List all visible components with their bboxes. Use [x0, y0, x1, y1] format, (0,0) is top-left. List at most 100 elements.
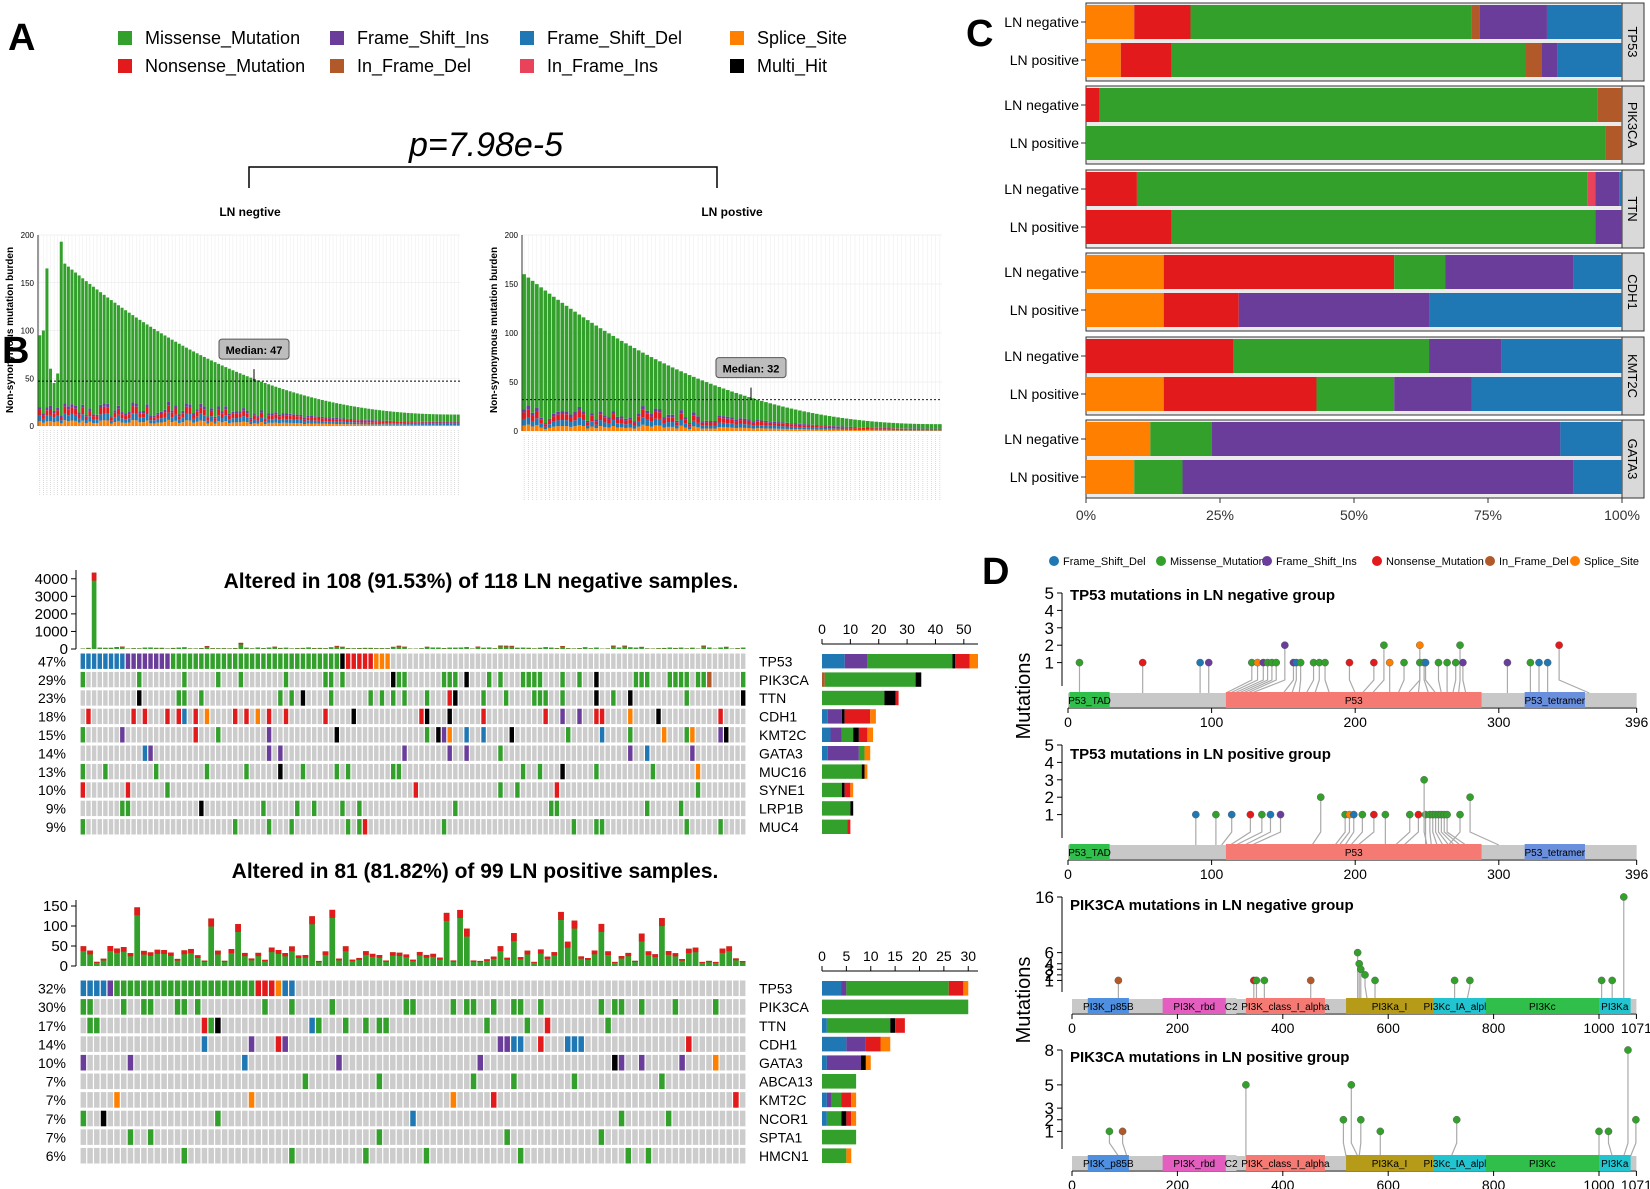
onco-cell	[531, 1147, 537, 1164]
onco-cell	[302, 1073, 309, 1090]
onco-cell	[520, 671, 526, 688]
onco-cell	[515, 800, 520, 817]
onco-cell	[159, 800, 165, 817]
onco-cell	[639, 763, 644, 780]
onco-cell	[645, 653, 650, 669]
onco-cell	[659, 1147, 665, 1164]
onco-cell	[625, 1073, 632, 1090]
burden-bar	[231, 418, 235, 423]
burden-bar	[124, 419, 128, 423]
onco-cell	[588, 671, 594, 688]
burden-bar	[317, 423, 321, 426]
onco-cell	[436, 708, 441, 725]
lollipop-x-tick-label: 600	[1377, 1020, 1401, 1036]
onco-cell	[100, 999, 107, 1015]
onco-cell	[578, 1110, 584, 1127]
lollipop-head	[1459, 658, 1467, 667]
burden-bar	[167, 412, 171, 420]
burden-bar	[933, 428, 938, 430]
onco-cell	[645, 1036, 652, 1052]
onco-cell	[275, 1017, 282, 1034]
gene-count-bar	[895, 1018, 905, 1033]
burden-bar	[607, 419, 611, 424]
onco-cell	[558, 980, 564, 997]
lollipop-x-tick-label: 100	[1200, 866, 1224, 882]
onco-cell	[181, 999, 188, 1015]
burden-bar	[59, 415, 63, 417]
burden-bar	[535, 425, 539, 431]
onco-cell	[578, 1073, 584, 1090]
onco-cell	[457, 980, 463, 997]
burden-bar	[220, 418, 224, 423]
onco-cell	[582, 782, 588, 798]
lollipop-head	[1349, 810, 1358, 819]
burden-bar	[231, 411, 235, 414]
burden-bar	[564, 411, 569, 415]
onco-cell	[403, 1036, 410, 1052]
y-tick-label: 200	[21, 231, 35, 240]
onco-cell	[413, 745, 419, 761]
onco-cell	[549, 800, 554, 817]
onco-cell	[701, 727, 706, 743]
onco-cell	[289, 1092, 295, 1108]
onco-cell	[317, 708, 323, 725]
domain-label: PI3K_class_I_alpha	[1241, 1159, 1330, 1170]
burden-bar	[806, 412, 811, 425]
onco-cell	[419, 745, 424, 761]
burden-bar	[356, 424, 360, 426]
onco-cell	[481, 800, 486, 817]
onco-cell	[679, 1147, 685, 1164]
onco-cell	[718, 671, 723, 688]
proportion-segment	[1086, 88, 1100, 122]
onco-cell	[622, 708, 627, 725]
proportion-segment	[1316, 377, 1395, 411]
onco-cell	[227, 782, 232, 798]
tmb-bar	[706, 647, 712, 649]
onco-cell	[235, 1092, 241, 1108]
burden-bar	[721, 388, 726, 417]
burden-bar	[844, 428, 849, 430]
onco-cell	[436, 763, 441, 780]
burden-bar	[66, 415, 70, 422]
onco-cell	[526, 690, 531, 706]
onco-cell	[86, 690, 91, 706]
burden-bar	[378, 422, 382, 425]
lollipop-head	[1414, 810, 1423, 819]
onco-cell	[242, 1129, 248, 1145]
onco-cell	[278, 671, 283, 688]
tmb-bar-top	[498, 645, 503, 647]
onco-cell	[484, 1147, 490, 1164]
onco-cell	[334, 690, 340, 706]
tmb-bar	[578, 956, 585, 966]
onco-cell	[351, 653, 356, 669]
onco-cell	[168, 1147, 174, 1164]
burden-bar	[810, 424, 815, 426]
burden-bar	[925, 424, 929, 429]
onco-cell	[194, 1073, 201, 1090]
onco-cell	[227, 819, 232, 835]
burden-bar	[202, 356, 206, 407]
onco-cell	[363, 999, 369, 1015]
burden-bar	[188, 407, 192, 415]
onco-cell	[248, 1054, 255, 1071]
onco-cell	[458, 800, 464, 817]
onco-cell	[565, 727, 571, 743]
onco-cell	[255, 800, 261, 817]
onco-cell	[740, 800, 746, 817]
tmb-bar	[241, 952, 248, 966]
burden-bar	[59, 420, 63, 424]
onco-cell	[368, 708, 373, 725]
onco-cell	[464, 708, 469, 725]
onco-cell	[582, 708, 588, 725]
burden-bar	[281, 389, 285, 414]
onco-cell	[201, 999, 208, 1015]
onco-cell	[652, 1073, 658, 1090]
facet-strip	[1621, 419, 1645, 499]
onco-cell	[340, 671, 345, 688]
burden-bar	[725, 418, 730, 424]
onco-cell	[739, 999, 746, 1015]
onco-cell	[638, 999, 645, 1015]
burden-bar	[184, 413, 188, 421]
onco-cell	[423, 999, 430, 1015]
burden-bar	[256, 420, 260, 424]
